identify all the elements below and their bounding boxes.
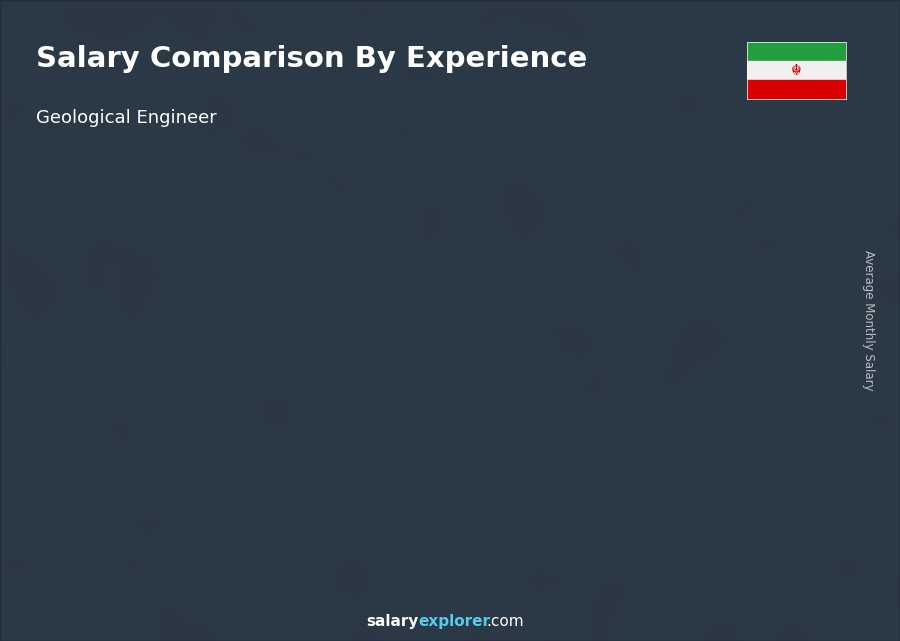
Text: 25,400,000 IRR: 25,400,000 IRR — [51, 423, 141, 436]
Text: +7%: +7% — [507, 231, 553, 249]
Text: Average Monthly Salary: Average Monthly Salary — [862, 250, 875, 391]
Polygon shape — [570, 273, 645, 285]
Polygon shape — [317, 345, 392, 353]
Text: 55,700,000 IRR: 55,700,000 IRR — [431, 275, 521, 288]
Polygon shape — [697, 254, 772, 266]
Text: 32,600,000 IRR: 32,600,000 IRR — [178, 388, 268, 401]
Text: ☬: ☬ — [791, 63, 802, 78]
Polygon shape — [64, 440, 140, 445]
Text: +29%: +29% — [121, 358, 179, 376]
Text: 63,600,000 IRR: 63,600,000 IRR — [685, 237, 775, 250]
Polygon shape — [190, 405, 266, 412]
Bar — [747, 42, 846, 61]
Bar — [747, 61, 846, 80]
Bar — [747, 80, 846, 99]
Text: +38%: +38% — [248, 299, 305, 317]
Text: 45,000,000 IRR: 45,000,000 IRR — [305, 328, 395, 340]
Polygon shape — [444, 293, 519, 303]
Text: salary: salary — [366, 613, 418, 629]
Text: Geological Engineer: Geological Engineer — [36, 109, 217, 127]
Polygon shape — [509, 293, 519, 564]
Polygon shape — [636, 273, 645, 564]
Polygon shape — [762, 254, 772, 564]
Text: Salary Comparison By Experience: Salary Comparison By Experience — [36, 45, 587, 73]
Polygon shape — [130, 440, 140, 564]
Text: .com: .com — [486, 613, 524, 629]
Text: explorer: explorer — [418, 613, 490, 629]
Text: +24%: +24% — [374, 249, 432, 267]
Text: 59,700,000 IRR: 59,700,000 IRR — [558, 256, 648, 269]
Text: +7%: +7% — [634, 212, 679, 230]
Polygon shape — [382, 345, 392, 564]
Polygon shape — [256, 405, 266, 564]
